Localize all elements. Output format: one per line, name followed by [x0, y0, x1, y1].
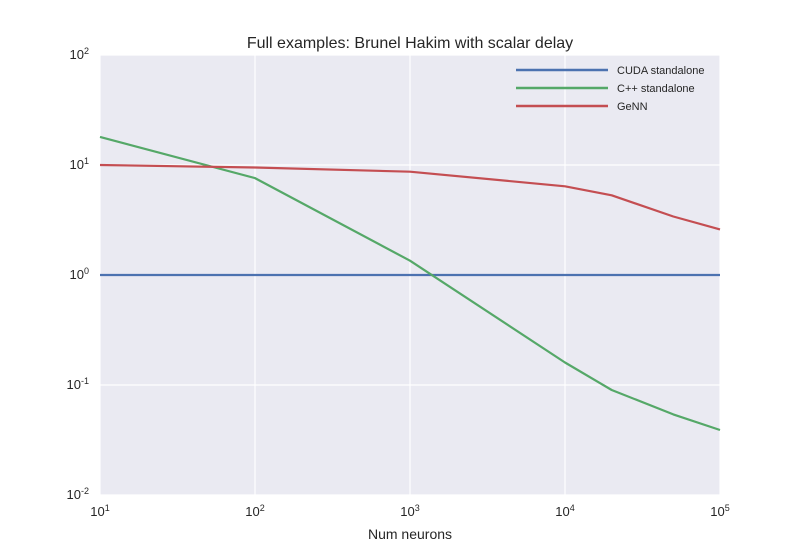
legend-label-cpp-standalone: C++ standalone [617, 83, 695, 95]
series-line-cpp-standalone [99, 135, 721, 432]
legend-label-cuda-standalone: CUDA standalone [617, 65, 704, 77]
x-tick-label: 103 [400, 503, 419, 519]
y-tick-label: 101 [70, 156, 89, 172]
tick-labels: 101 102 103 104 105 10-2 10-1 100 101 102 [67, 46, 730, 519]
y-tick-label: 102 [70, 46, 89, 62]
y-tick-label: 100 [70, 266, 89, 282]
y-tick-label: 10-2 [67, 486, 89, 502]
y-tick-label: 10-1 [67, 376, 89, 392]
legend-label-genn: GeNN [617, 101, 648, 113]
x-tick-label: 101 [90, 503, 109, 519]
x-tick-label: 102 [245, 503, 264, 519]
x-axis-label: Num neurons [368, 526, 452, 542]
chart-title: Full examples: Brunel Hakim with scalar … [247, 35, 573, 52]
legend: CUDA standalone C++ standalone GeNN [516, 65, 704, 113]
x-tick-label: 105 [710, 503, 729, 519]
series-lines [99, 135, 721, 432]
x-tick-label: 104 [555, 503, 574, 519]
series-line-genn [99, 163, 721, 231]
